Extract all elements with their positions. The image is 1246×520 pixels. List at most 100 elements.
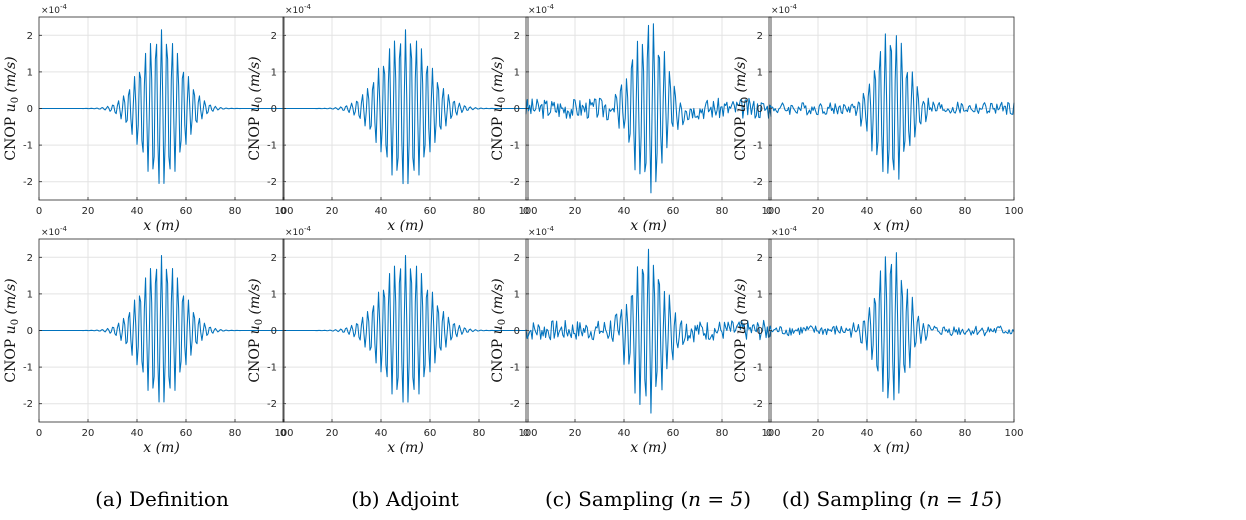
x-tick-label: 40 (618, 206, 631, 217)
subfigure-caption: (b) Adjoint (351, 487, 459, 511)
subfigure-caption: (a) Definition (95, 487, 229, 511)
y-tick-label: 2 (27, 253, 33, 264)
y-axis-label: CNOP u0 (m/s) (3, 278, 21, 382)
x-tick-label: 60 (424, 428, 437, 439)
x-tick-label: 60 (667, 206, 680, 217)
y-tick-label: 0 (757, 104, 763, 115)
y-exponent-label: ×10-4 (528, 225, 555, 238)
x-tick-label: 100 (1004, 206, 1023, 217)
x-axis-label: x (m) (143, 218, 180, 234)
y-tick-label: -1 (23, 363, 33, 374)
y-tick-label: 0 (271, 326, 277, 337)
x-axis-label: x (m) (630, 218, 667, 234)
y-tick-label: 2 (271, 253, 277, 264)
subplot-d-top: 0 20 40 60 80 100 -2 -1 0 1 2 ×10-4 x (m) CNOP u0 (m/… (733, 3, 1024, 234)
y-tick-label: 0 (514, 104, 520, 115)
x-tick-label: 80 (473, 206, 486, 217)
x-tick-label: 40 (131, 206, 144, 217)
x-tick-label: 60 (910, 428, 923, 439)
y-tick-label: 1 (27, 289, 33, 300)
y-tick-label: -1 (23, 141, 33, 152)
x-axis-label: x (m) (387, 440, 424, 456)
x-tick-label: 20 (812, 206, 825, 217)
series-line (768, 33, 1015, 180)
y-tick-label: 1 (757, 289, 763, 300)
y-exponent-label: ×10-4 (285, 225, 312, 238)
y-tick-label: 0 (271, 104, 277, 115)
y-axis-label: CNOP u0 (m/s) (490, 56, 508, 160)
y-tick-label: 0 (757, 326, 763, 337)
y-tick-label: -2 (23, 177, 33, 188)
y-tick-label: -2 (753, 399, 763, 410)
series-line (283, 254, 528, 403)
x-tick-label: 20 (569, 206, 582, 217)
x-tick-label: 60 (910, 206, 923, 217)
y-tick-label: 2 (757, 253, 763, 264)
x-tick-label: 60 (180, 428, 193, 439)
x-tick-label: 20 (82, 428, 95, 439)
x-tick-label: 20 (812, 428, 825, 439)
x-tick-label: 40 (861, 428, 874, 439)
x-tick-label: 100 (1004, 428, 1023, 439)
y-tick-label: -1 (510, 363, 520, 374)
subfigure-caption: (c) Sampling (n = 5) (545, 487, 751, 511)
y-tick-label: -1 (753, 363, 763, 374)
x-tick-label: 40 (375, 428, 388, 439)
y-tick-label: -1 (753, 141, 763, 152)
y-tick-label: 1 (514, 67, 520, 78)
x-axis-label: x (m) (387, 218, 424, 234)
series-line (39, 29, 284, 184)
y-tick-label: -1 (267, 141, 277, 152)
y-tick-label: 0 (514, 326, 520, 337)
y-tick-label: 1 (757, 67, 763, 78)
y-exponent-label: ×10-4 (771, 225, 798, 238)
x-tick-label: 100 (518, 428, 537, 439)
series-line (283, 29, 528, 185)
x-tick-label: 0 (766, 428, 772, 439)
x-tick-label: 0 (280, 428, 286, 439)
y-tick-label: 0 (27, 326, 33, 337)
x-tick-label: 80 (959, 428, 972, 439)
y-axis-label: CNOP u0 (m/s) (247, 278, 265, 382)
x-tick-label: 0 (523, 206, 529, 217)
x-tick-label: 0 (36, 206, 42, 217)
x-tick-label: 40 (131, 428, 144, 439)
y-exponent-label: ×10-4 (771, 3, 798, 16)
y-tick-label: 0 (27, 104, 33, 115)
y-tick-label: -2 (23, 399, 33, 410)
y-tick-label: -2 (753, 177, 763, 188)
y-exponent-label: ×10-4 (528, 3, 555, 16)
y-axis-label: CNOP u0 (m/s) (247, 56, 265, 160)
x-tick-label: 80 (959, 206, 972, 217)
x-tick-label: 20 (569, 428, 582, 439)
x-axis-label: x (m) (873, 440, 910, 456)
x-tick-label: 80 (716, 428, 729, 439)
series-line (39, 254, 284, 403)
x-tick-label: 100 (274, 428, 293, 439)
y-exponent-label: ×10-4 (41, 3, 68, 16)
x-tick-label: 80 (716, 206, 729, 217)
x-tick-label: 0 (280, 206, 286, 217)
y-exponent-label: ×10-4 (285, 3, 312, 16)
subplot-d-bottom: 0 20 40 60 80 100 -2 -1 0 1 2 ×10-4 x (m) CNOP u0 (m/… (733, 225, 1024, 456)
y-tick-label: -2 (510, 177, 520, 188)
x-axis-label: x (m) (873, 218, 910, 234)
y-tick-label: 1 (271, 67, 277, 78)
y-axis-label: CNOP u0 (m/s) (733, 278, 751, 382)
x-tick-label: 60 (424, 206, 437, 217)
x-tick-label: 40 (375, 206, 388, 217)
x-tick-label: 40 (618, 428, 631, 439)
x-tick-label: 60 (180, 206, 193, 217)
y-tick-label: 1 (271, 289, 277, 300)
y-tick-label: -1 (267, 363, 277, 374)
y-axis-label: CNOP u0 (m/s) (490, 278, 508, 382)
x-tick-label: 20 (82, 206, 95, 217)
x-tick-label: 0 (36, 428, 42, 439)
y-tick-label: 2 (271, 31, 277, 42)
x-tick-label: 0 (523, 428, 529, 439)
y-tick-label: 1 (514, 289, 520, 300)
subfigure-caption: (d) Sampling (n = 15) (782, 487, 1002, 511)
